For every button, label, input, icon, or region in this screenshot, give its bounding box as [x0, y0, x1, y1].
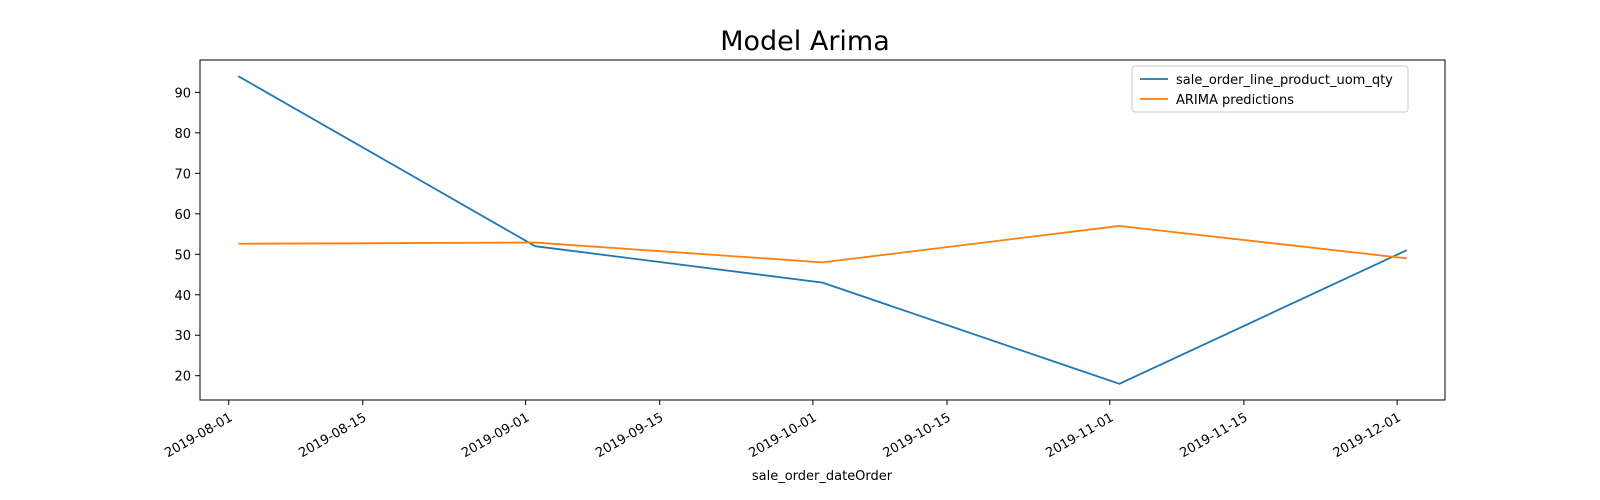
legend-label-0: sale_order_line_product_uom_qty [1176, 73, 1393, 88]
legend-label-1: ARIMA predictions [1176, 93, 1294, 108]
x-tick-label: 2019-11-15 [1177, 410, 1250, 461]
x-tick-label: 2019-11-01 [1043, 410, 1116, 461]
legend: sale_order_line_product_uom_qty ARIMA pre… [1131, 65, 1409, 113]
plot-frame [199, 59, 1446, 401]
y-tick-label: 70 [174, 167, 191, 182]
y-tick-label: 90 [174, 86, 191, 101]
y-tick-label: 60 [174, 208, 191, 223]
y-tick-label: 50 [174, 248, 191, 263]
y-axis: 20 30 40 50 60 70 80 90 [174, 86, 200, 385]
series-layer [237, 75, 1408, 385]
series-line-0 [237, 75, 1408, 385]
x-tick-label: 2019-10-15 [881, 410, 954, 461]
legend-box [1131, 65, 1409, 113]
y-tick-label: 80 [174, 127, 191, 142]
y-tick-label: 20 [174, 370, 191, 385]
x-axis-label: sale_order_dateOrder [752, 469, 893, 484]
x-axis: 2019-08-01 2019-08-15 2019-09-01 2019-09-15… [162, 400, 1404, 461]
x-tick-label: 2019-10-01 [747, 410, 820, 461]
x-tick-label: 2019-09-15 [593, 410, 666, 461]
x-tick-label: 2019-08-01 [162, 410, 235, 461]
x-tick-label: 2019-12-01 [1331, 410, 1404, 461]
y-tick-label: 40 [174, 289, 191, 304]
series-line-1 [238, 225, 1407, 264]
chart-title: Model Arima [720, 26, 890, 57]
x-tick-label: 2019-09-01 [459, 410, 532, 461]
x-tick-label: 2019-08-15 [296, 410, 369, 461]
y-tick-label: 30 [174, 329, 191, 344]
